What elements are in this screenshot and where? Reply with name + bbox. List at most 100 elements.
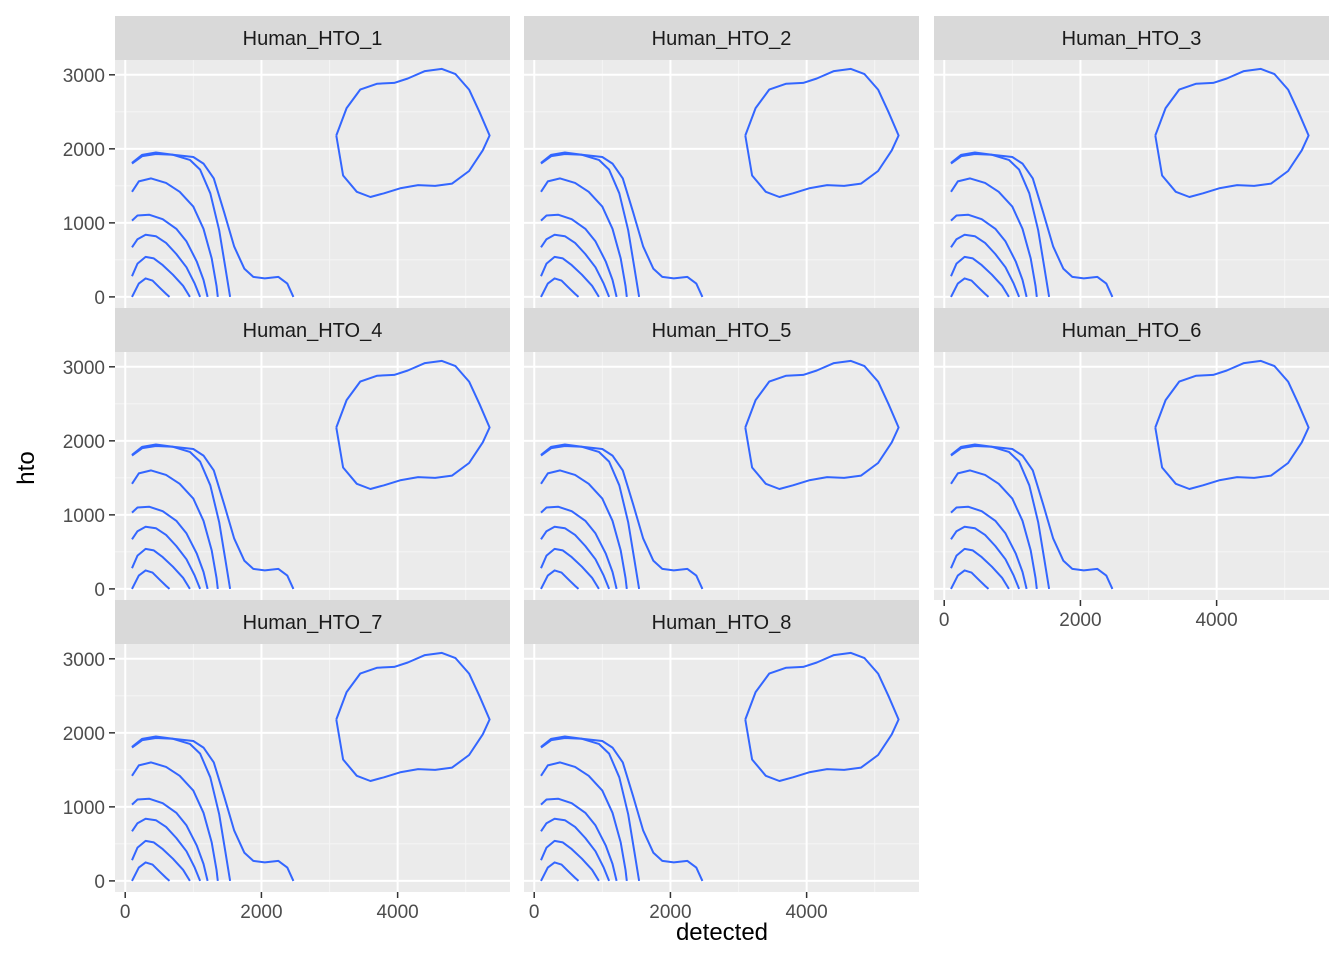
contour-line [540, 505, 618, 590]
contour-line [131, 151, 232, 298]
contour-line [131, 817, 202, 882]
contour-line [131, 445, 295, 590]
facet-strip [934, 16, 1329, 60]
x-tick-label: 4000 [1195, 610, 1237, 631]
contour-line [335, 651, 491, 782]
contour-line [950, 233, 1021, 298]
contour-line [540, 797, 618, 882]
contour-line [131, 443, 232, 590]
contour-line [950, 255, 1010, 298]
x-tick-label: 0 [529, 902, 540, 923]
facet-strip-label: Human_HTO_4 [243, 320, 383, 342]
y-tick-label: 3000 [63, 650, 105, 671]
contour-line [950, 505, 1028, 590]
contour-line [1154, 359, 1310, 490]
facet-strip-label: Human_HTO_1 [243, 28, 383, 50]
contour-line [131, 277, 171, 298]
contour-line [131, 233, 202, 298]
contour-line [131, 255, 191, 298]
contour-line [540, 839, 600, 882]
contour-line [131, 839, 191, 882]
contour-line [131, 153, 295, 298]
facet-strip-label: Human_HTO_2 [652, 28, 792, 50]
x-tick-label: 4000 [376, 902, 418, 923]
contour-line [950, 569, 990, 590]
contour-line [950, 177, 1038, 298]
contour-line [131, 547, 191, 590]
y-tick-label: 0 [94, 288, 105, 309]
y-tick-label: 1000 [63, 798, 105, 819]
facet-panel: Human_HTO_6 0 2000 4000 [934, 308, 1329, 631]
contour-line [950, 547, 1010, 590]
contour-line [540, 737, 704, 882]
contour-line [950, 445, 1114, 590]
contour-line [131, 177, 219, 298]
y-tick-label: 3000 [63, 66, 105, 87]
facet-strip-label: Human_HTO_5 [652, 320, 792, 342]
contour-line [540, 151, 641, 298]
y-tick-label: 1000 [63, 506, 105, 527]
contour-line [540, 153, 704, 298]
contour-line [540, 177, 628, 298]
facet-strip [524, 308, 919, 352]
contour-line [540, 445, 704, 590]
contour-line [1154, 67, 1310, 198]
contour-line [131, 797, 209, 882]
facet-panel: Human_HTO_2 [524, 16, 919, 308]
contour-line [950, 525, 1021, 590]
contour-line [131, 735, 232, 882]
contour-line [335, 359, 491, 490]
facet-strip [115, 600, 510, 644]
contour-line [950, 469, 1038, 590]
contour-line [131, 569, 171, 590]
facet-panel: Human_HTO_5 [524, 308, 919, 600]
contour-line [540, 861, 580, 882]
facet-strip-label: Human_HTO_8 [652, 612, 792, 634]
y-tick-label: 0 [94, 872, 105, 893]
y-tick-label: 3000 [63, 358, 105, 379]
facet-strip-label: Human_HTO_3 [1062, 28, 1202, 50]
contour-line [540, 735, 641, 882]
contour-line [950, 443, 1051, 590]
y-tick-label: 2000 [63, 432, 105, 453]
y-tick-label: 2000 [63, 140, 105, 161]
x-tick-label: 2000 [240, 902, 282, 923]
contour-line [131, 737, 295, 882]
contour-line [540, 761, 628, 882]
facet-panel: Human_HTO_1 0 1000 2000 3000 [63, 16, 510, 309]
contour-line [540, 443, 641, 590]
x-tick-label: 2000 [1059, 610, 1101, 631]
x-tick-label: 4000 [785, 902, 827, 923]
x-axis-title: detected [676, 919, 768, 946]
facet-strip [115, 308, 510, 352]
contour-line [540, 469, 628, 590]
contour-line [950, 153, 1114, 298]
x-tick-label: 0 [939, 610, 950, 631]
contour-line [540, 817, 611, 882]
y-tick-label: 2000 [63, 724, 105, 745]
contour-line [131, 861, 171, 882]
contour-line [335, 67, 491, 198]
facet-panel: Human_HTO_7 0 1000 2000 3000 0 2000 4000 [63, 600, 510, 923]
facet-strip-label: Human_HTO_6 [1062, 320, 1202, 342]
facet-strip-label: Human_HTO_7 [243, 612, 383, 634]
contour-line [540, 233, 611, 298]
contour-line [540, 213, 618, 298]
facet-strip [115, 16, 510, 60]
facet-strip [934, 308, 1329, 352]
contour-line [950, 277, 990, 298]
contour-line [744, 67, 900, 198]
contour-line [540, 255, 600, 298]
facet-strip [524, 600, 919, 644]
contour-line [950, 213, 1028, 298]
contour-line [540, 525, 611, 590]
x-tick-label: 0 [120, 902, 131, 923]
facet-panel: Human_HTO_4 0 1000 2000 3000 [63, 308, 510, 601]
contour-line [131, 505, 209, 590]
contour-line [744, 651, 900, 782]
contour-line [950, 151, 1051, 298]
contour-line [131, 213, 209, 298]
contour-line [131, 761, 219, 882]
y-axis-title: hto [13, 451, 40, 484]
